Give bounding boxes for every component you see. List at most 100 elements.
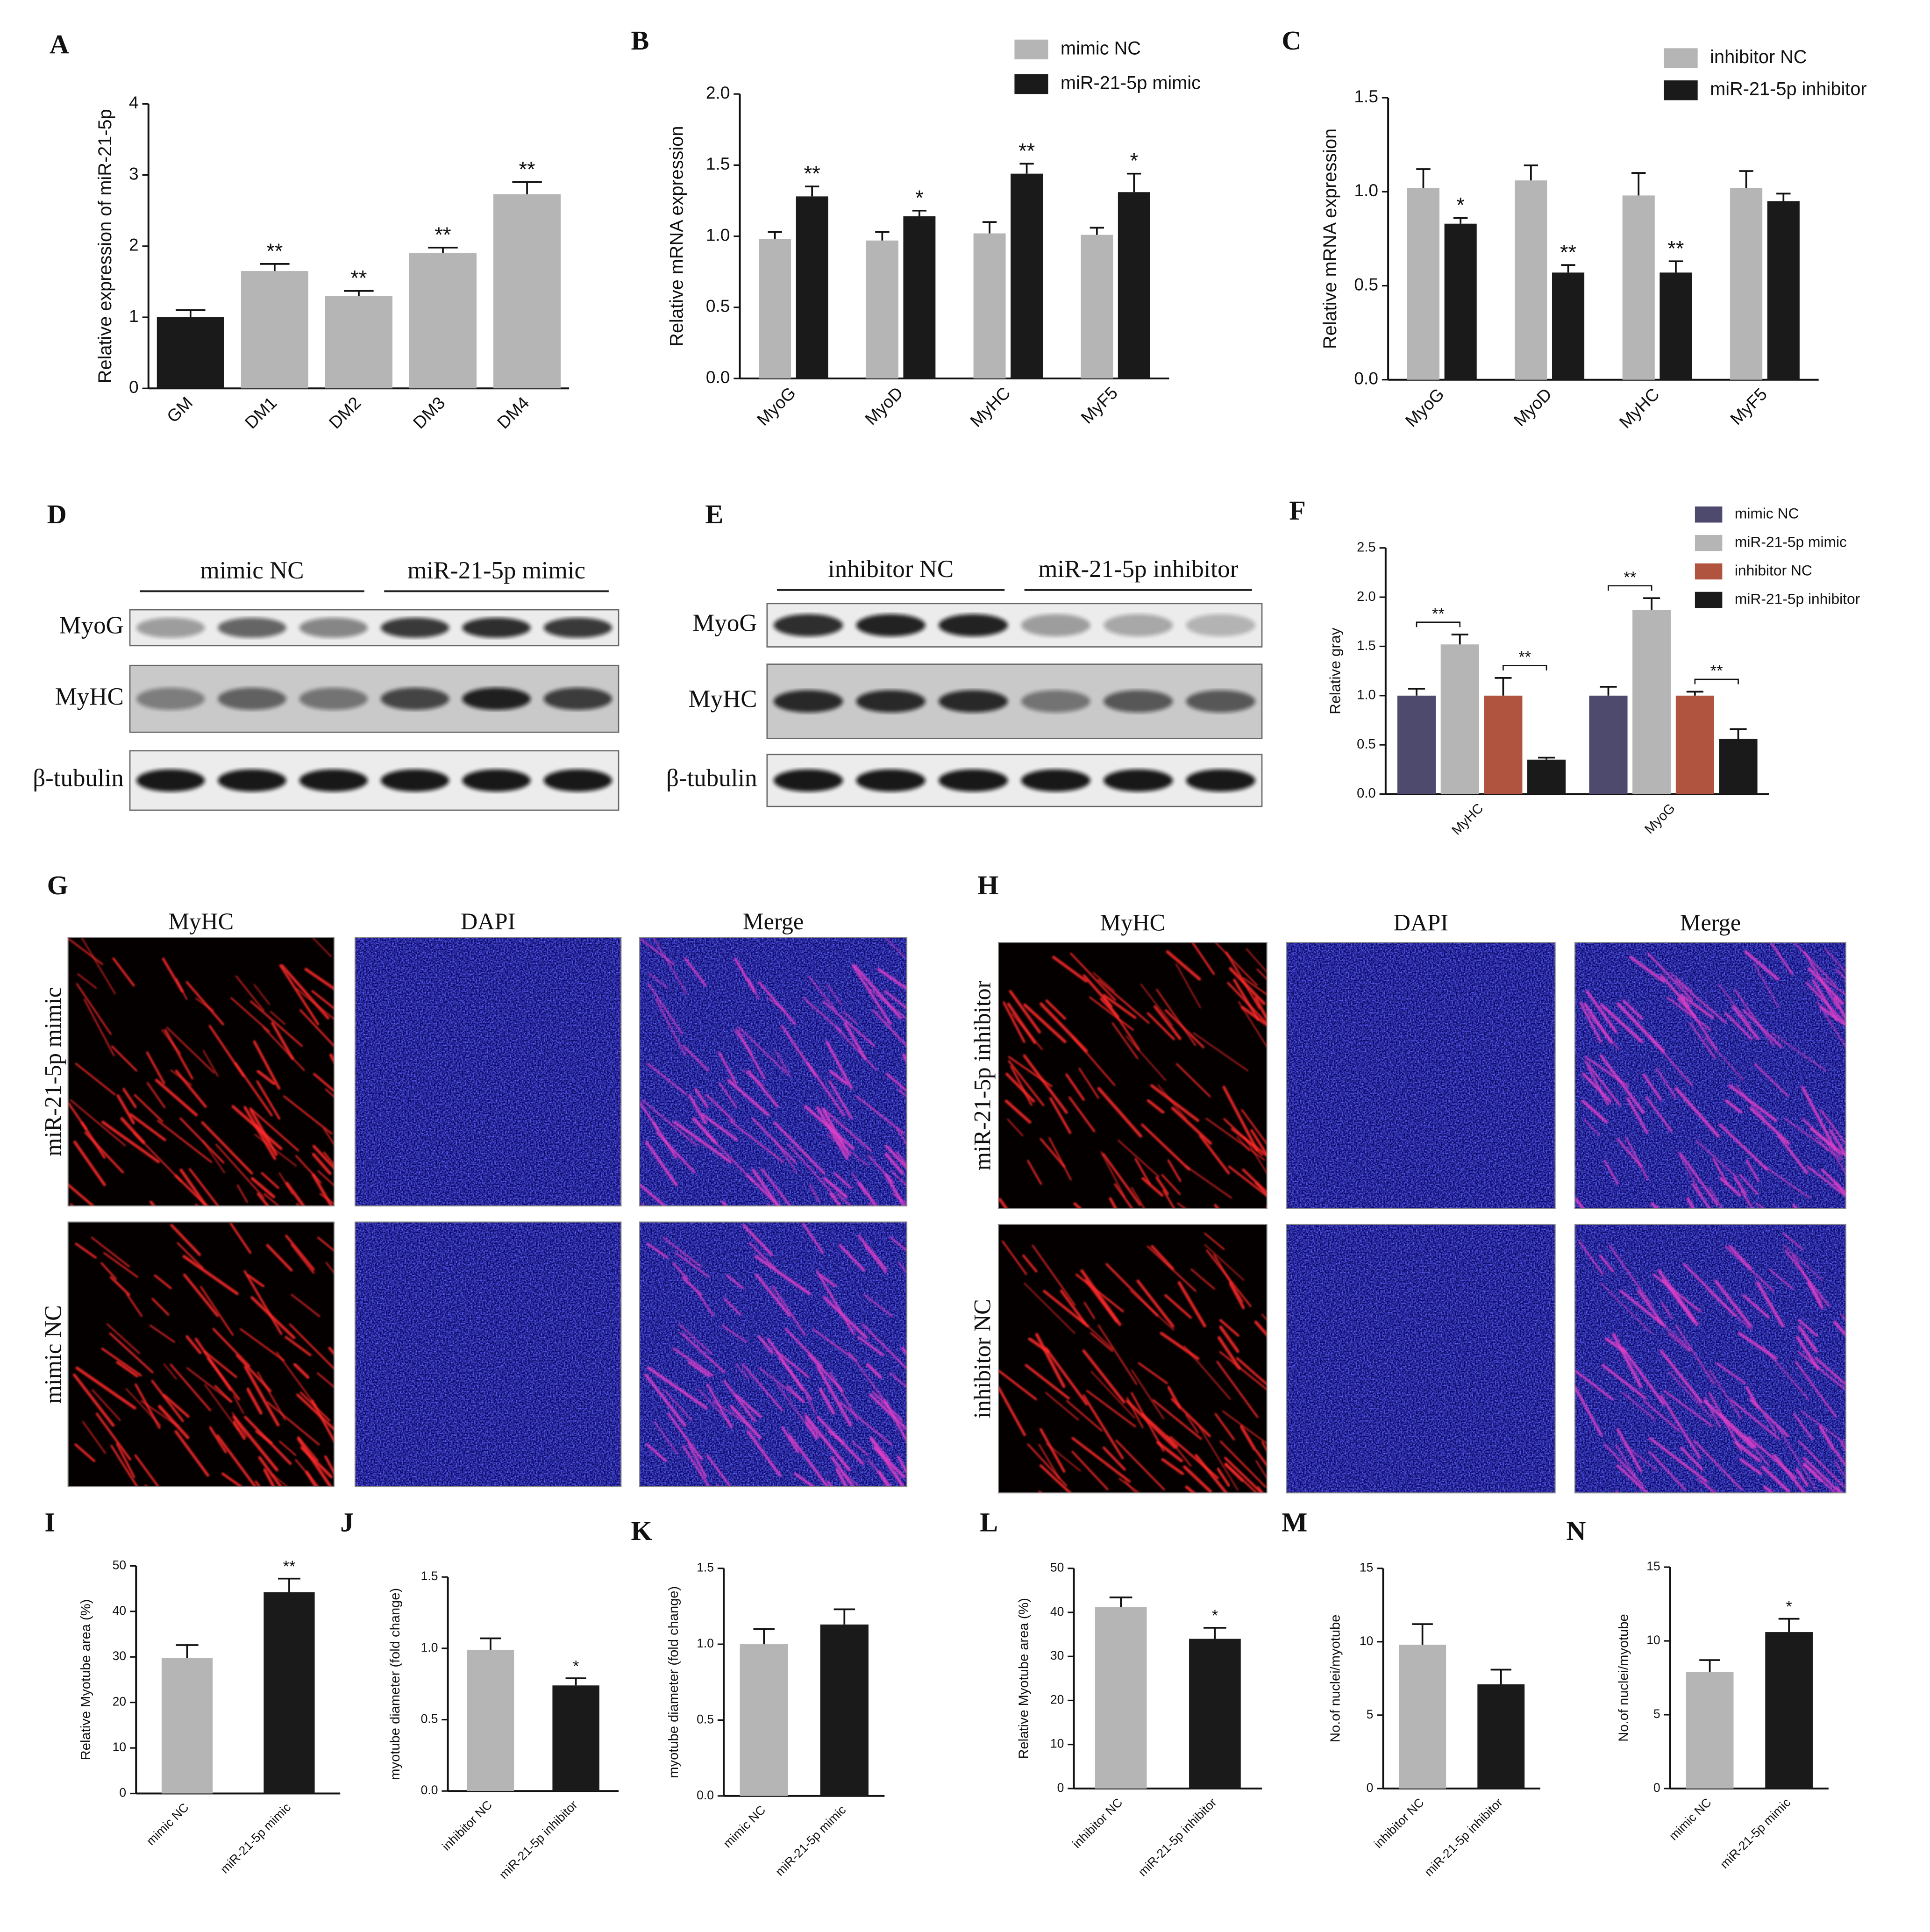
myotube [1691,1183,1711,1209]
myotube [1833,1320,1846,1337]
myotube [692,1117,717,1144]
myotube [1023,1003,1067,1043]
myotube [1648,1450,1686,1490]
myotube [1656,1068,1677,1099]
myotube [256,1069,276,1085]
bar [1407,188,1440,380]
myotube [317,1170,334,1187]
nuclei-texture [1287,1224,1555,1493]
error-bar [176,309,206,318]
y-axis-label: No.of nuclei/myotube [1617,1614,1631,1741]
myotube [885,1145,907,1170]
myotube [1798,1440,1845,1488]
myotube [842,1011,858,1025]
myotube [788,1144,837,1198]
row-label: inhibitor NC [969,1299,995,1419]
blot-row-label: MyHC [55,683,124,710]
error-bar [982,221,997,234]
myotube [1734,989,1774,1046]
panel-letter: L [980,1507,998,1537]
myotube [1834,1460,1846,1480]
panel-letter: G [47,870,68,900]
legend-label: miR-21-5p inhibitor [1710,79,1866,100]
blot-row-label: MyHC [689,685,757,713]
myotube [694,1088,709,1108]
blot-band [299,769,368,792]
bar [157,317,224,389]
myotube [179,1117,225,1164]
error-bar [1204,1627,1226,1639]
myotube [892,1193,907,1205]
myotube [147,1082,166,1108]
blot-group-label: miR-21-5p inhibitor [1038,556,1238,583]
myotube [1002,1240,1027,1275]
myotube [646,1443,667,1462]
myotube [1049,1097,1072,1134]
myotube [204,1351,237,1378]
error-bar [753,1628,775,1645]
myotube [203,1050,219,1077]
micrograph-frame [1574,1224,1846,1494]
error-bar [1495,677,1512,696]
bar [1552,272,1585,380]
myotube [1134,1158,1151,1185]
bar [325,296,392,389]
myotube [122,1088,137,1108]
myotube [1082,1349,1125,1404]
myotube [1222,1085,1259,1152]
y-tick-label: 0 [1367,1781,1374,1795]
significance-label: ** [1432,605,1445,623]
myotube [688,1361,711,1378]
myotube [267,1401,320,1446]
myotube [805,1395,817,1414]
myotube [1023,1054,1068,1114]
column-header: MyHC [1100,910,1165,936]
y-tick-label: 1.0 [1354,180,1378,200]
myotube [232,1415,279,1472]
myotube [73,1141,106,1186]
myotube [325,1088,334,1098]
bar [1527,759,1566,794]
myotube [1802,1118,1842,1156]
myotube [758,981,797,1026]
significance-label: ** [1667,236,1684,260]
myotube [1150,1245,1174,1270]
myotube [1097,1325,1138,1385]
micrograph [640,1222,907,1487]
myotube [246,1387,263,1415]
myotube [214,1385,233,1403]
myotube [295,1155,322,1183]
myotube [1156,1441,1183,1462]
myotube [641,1099,698,1147]
myotube [1625,1137,1649,1181]
myotube [646,1242,669,1259]
micrograph [640,937,907,1206]
myotube [296,1393,334,1431]
myotube [890,1236,907,1252]
myotube [1083,1394,1124,1460]
blot-band [462,617,531,638]
y-axis-label: myotube diameter (fold change) [388,1588,403,1780]
significance-bracket [1694,678,1739,684]
myotube [883,1399,907,1444]
micrograph-frame [354,937,622,1207]
myotube [164,1029,193,1080]
y-tick-label: 1.0 [421,1640,438,1654]
myotube [84,998,115,1056]
y-tick-label: 0.5 [1354,274,1378,294]
myotube [82,1421,106,1454]
myotube [1219,1326,1239,1353]
myotube [857,1336,884,1356]
myotube [91,1237,130,1268]
error-bar [1416,168,1431,188]
bar [740,1644,788,1796]
panel-letter: B [631,25,649,56]
myotube [231,1105,283,1150]
myotube [250,1177,276,1198]
myotube [758,1367,804,1403]
blot-band [218,769,286,792]
myotube [1622,1392,1656,1421]
myotube [1083,1301,1096,1319]
error-bar [1490,1668,1511,1684]
